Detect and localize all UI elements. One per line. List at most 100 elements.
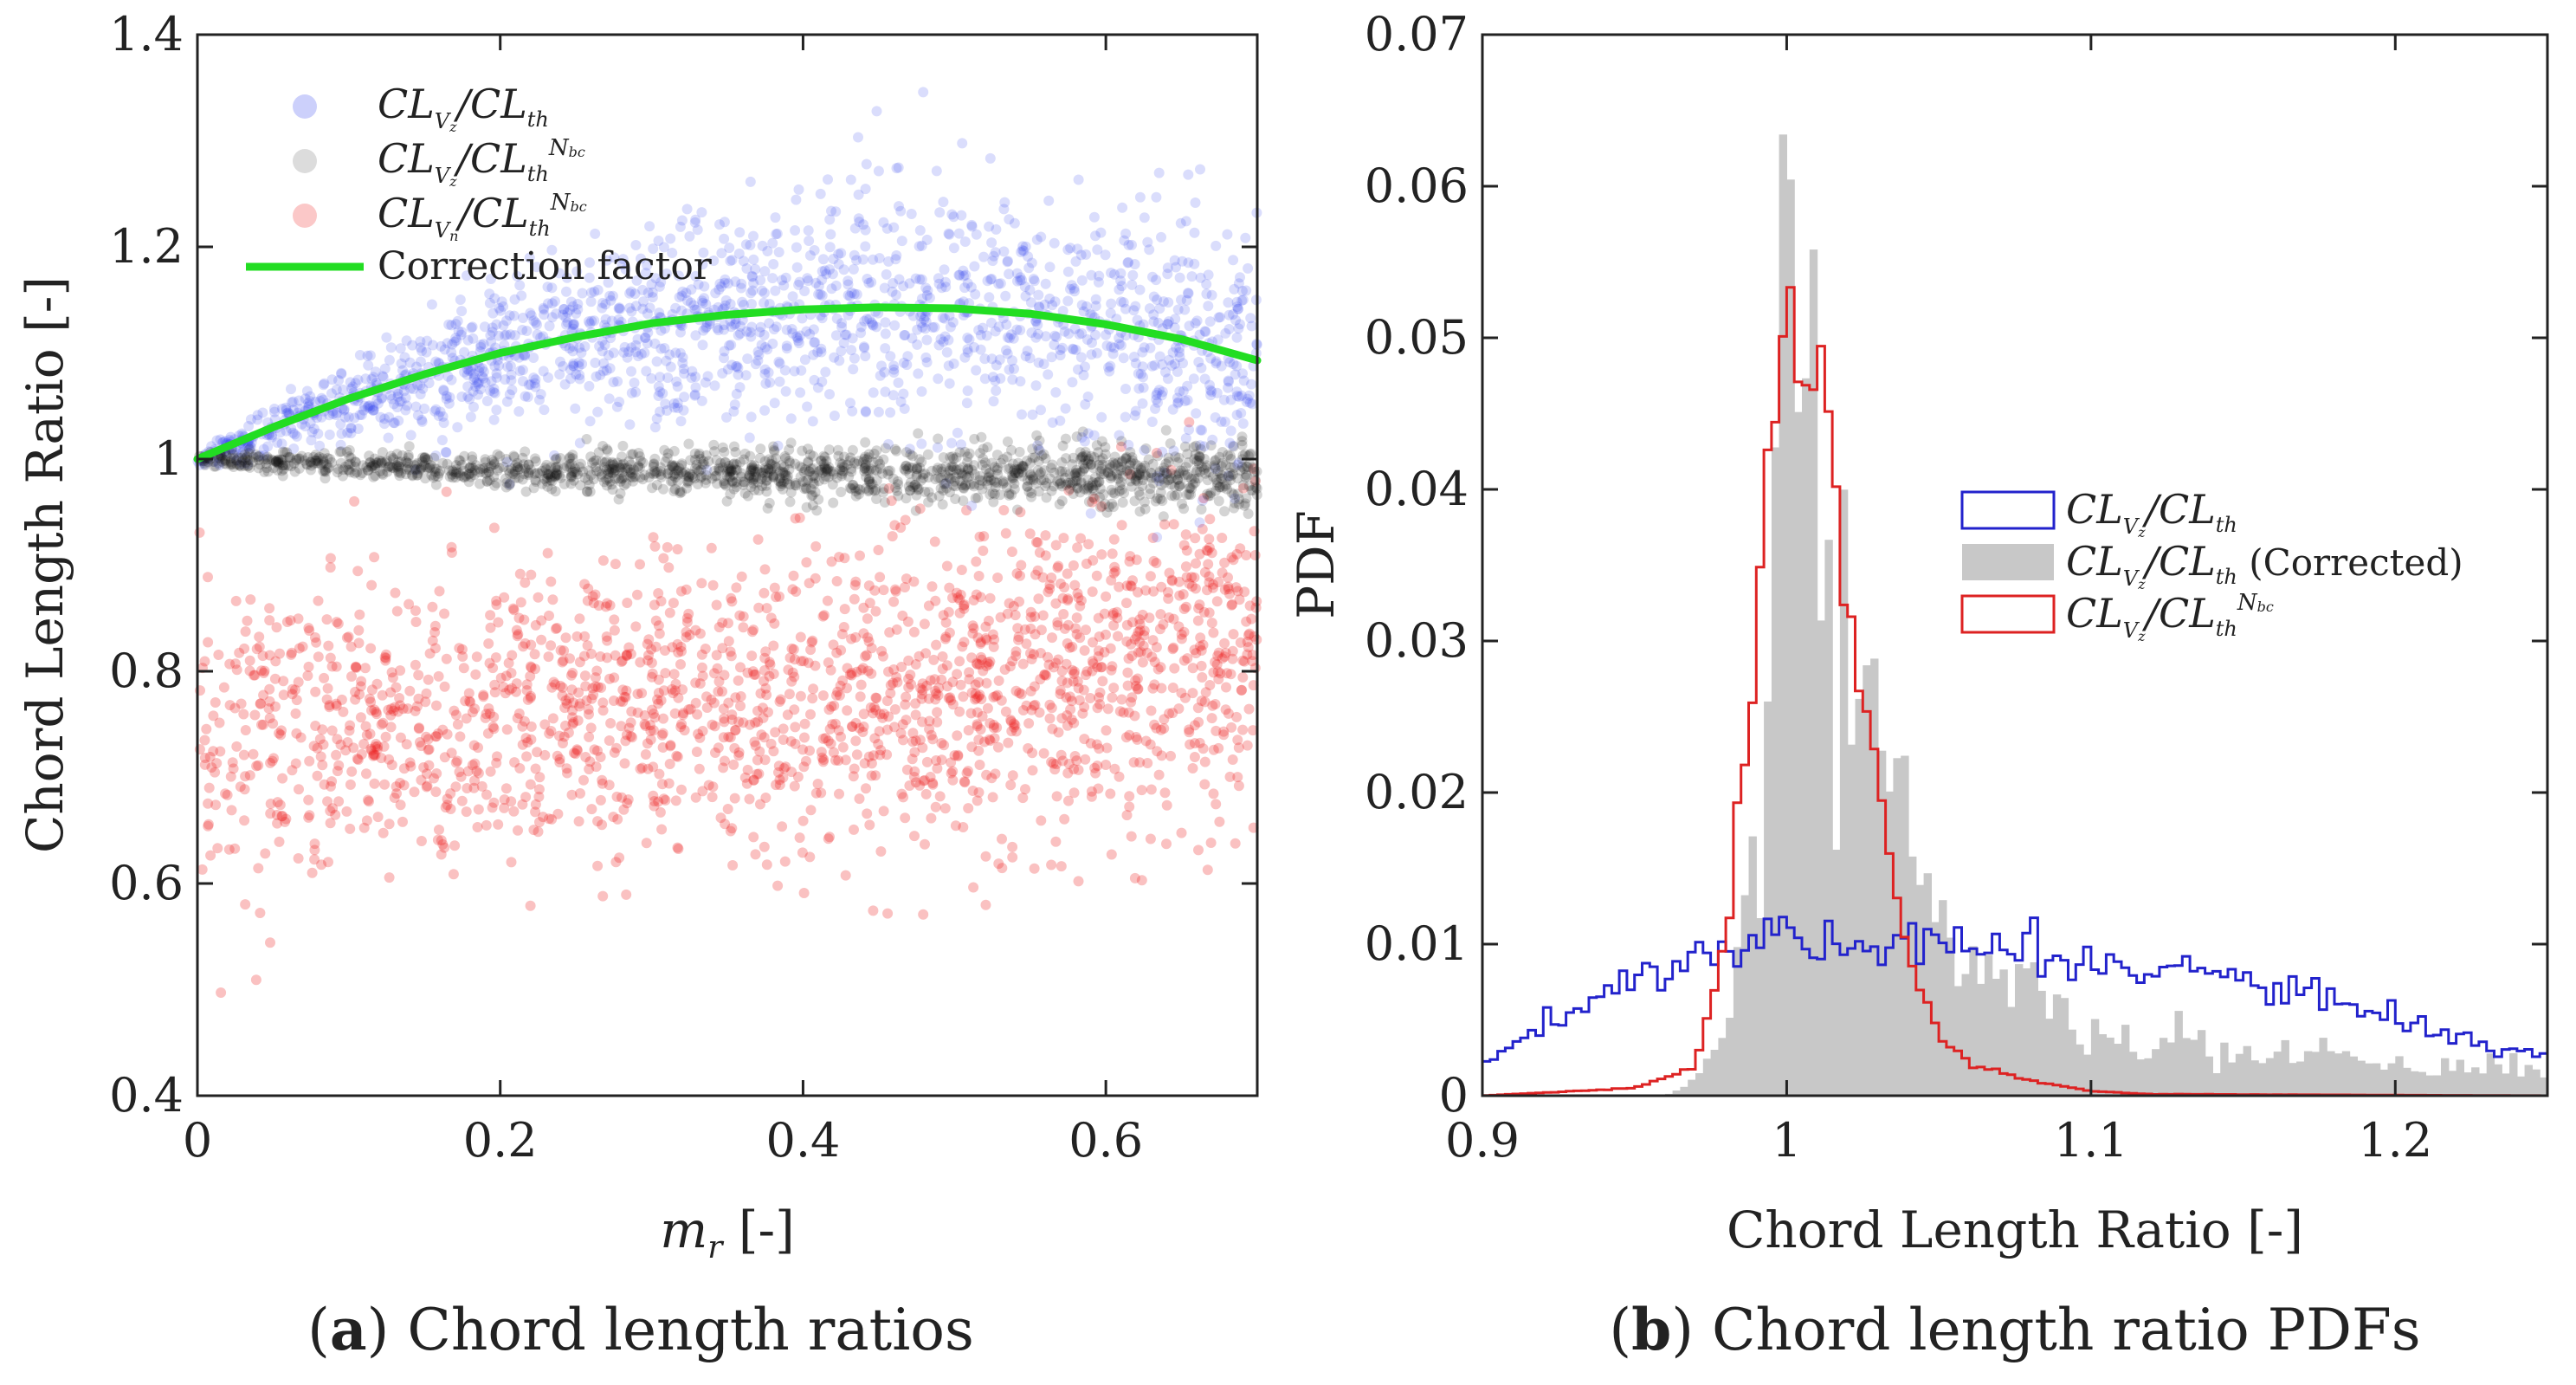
scatter-point xyxy=(397,816,408,827)
scatter-point xyxy=(693,728,704,740)
scatter-point xyxy=(1199,779,1211,790)
scatter-point xyxy=(271,809,282,820)
scatter-point xyxy=(1231,391,1243,402)
scatter-point xyxy=(719,233,730,244)
scatter-point xyxy=(888,360,900,372)
scatter-point xyxy=(452,422,463,433)
scatter-point xyxy=(286,384,296,395)
scatter-point xyxy=(1025,686,1036,696)
scatter-point xyxy=(1075,249,1087,261)
scatter-point xyxy=(371,744,383,754)
scatter-point xyxy=(1015,507,1026,518)
scatter-point xyxy=(391,682,402,693)
scatter-point xyxy=(597,697,609,709)
scatter-point xyxy=(264,615,275,626)
scatter-point xyxy=(744,432,755,443)
scatter-point xyxy=(752,754,763,766)
scatter-point xyxy=(1235,637,1246,648)
scatter-point xyxy=(1149,657,1160,668)
scatter-point xyxy=(413,723,424,735)
scatter-point xyxy=(836,629,848,640)
scatter-point xyxy=(784,444,795,456)
scatter-point xyxy=(1024,353,1036,364)
scatter-point xyxy=(752,768,763,780)
scatter-point xyxy=(861,159,872,170)
scatter-point xyxy=(323,640,334,651)
scatter-point xyxy=(1019,624,1030,635)
scatter-point xyxy=(1208,788,1219,799)
scatter-point xyxy=(1010,646,1022,657)
scatter-point xyxy=(601,631,612,642)
scatter-point xyxy=(269,673,281,684)
scatter-point xyxy=(1192,615,1204,626)
scatter-point xyxy=(974,531,985,542)
scatter-point xyxy=(862,808,873,819)
scatter-point xyxy=(450,781,462,793)
scatter-point xyxy=(1007,851,1018,863)
scatter-point xyxy=(954,594,965,605)
scatter-point xyxy=(672,842,683,853)
scatter-point xyxy=(203,637,214,648)
scatter-point xyxy=(1193,357,1204,367)
scatter-point xyxy=(982,657,993,668)
scatter-point xyxy=(1069,323,1081,334)
scatter-point xyxy=(413,670,424,681)
scatter-point xyxy=(1205,838,1217,848)
scatter-point xyxy=(441,653,452,664)
scatter-point xyxy=(983,615,994,626)
scatter-point xyxy=(378,717,389,728)
scatter-point xyxy=(888,596,900,607)
scatter-point xyxy=(405,760,416,772)
scatter-point xyxy=(885,351,896,362)
scatter-point xyxy=(653,588,664,599)
scatter-point xyxy=(1152,746,1163,757)
scatter-point xyxy=(240,771,251,782)
scatter-point xyxy=(1061,658,1072,670)
scatter-point xyxy=(768,259,779,269)
scatter-point xyxy=(1213,577,1224,587)
scatter-point xyxy=(899,403,910,414)
scatter-point xyxy=(1115,268,1127,279)
scatter-point xyxy=(194,527,205,538)
scatter-point xyxy=(586,693,597,704)
scatter-point xyxy=(847,722,858,732)
scatter-point xyxy=(654,768,665,780)
scatter-point xyxy=(910,735,921,747)
scatter-point xyxy=(866,758,877,769)
scatter-point xyxy=(781,324,792,335)
scatter-point xyxy=(880,386,891,398)
scatter-point xyxy=(1062,710,1073,721)
scatter-point xyxy=(1121,636,1133,647)
scatter-point xyxy=(547,713,558,724)
scatter-point xyxy=(810,540,822,552)
scatter-point xyxy=(830,754,841,766)
scatter-point xyxy=(1134,618,1146,630)
scatter-point xyxy=(1167,644,1178,655)
scatter-point xyxy=(881,696,893,707)
scatter-point xyxy=(488,414,500,425)
scatter-point xyxy=(1075,352,1087,363)
scatter-point xyxy=(830,206,842,217)
scatter-point xyxy=(530,619,541,631)
scatter-point xyxy=(252,414,263,425)
scatter-point xyxy=(240,899,251,910)
scatter-point xyxy=(1120,732,1132,743)
scatter-point xyxy=(568,748,579,759)
scatter-point xyxy=(465,411,476,423)
scatter-point xyxy=(1179,441,1191,452)
scatter-point xyxy=(487,802,498,813)
scatter-point xyxy=(1072,542,1083,553)
scatter-point xyxy=(560,632,571,644)
scatter-point xyxy=(998,246,1010,257)
scatter-point xyxy=(921,334,933,346)
scatter-point xyxy=(519,614,530,625)
scatter-point xyxy=(958,265,969,276)
scatter-point xyxy=(1021,638,1032,650)
scatter-point xyxy=(980,621,991,632)
scatter-point xyxy=(1033,443,1044,455)
scatter-point xyxy=(648,532,659,543)
scatter-point xyxy=(574,701,584,712)
scatter-point xyxy=(561,763,572,774)
scatter-point xyxy=(1107,661,1118,672)
scatter-point xyxy=(1083,455,1094,466)
